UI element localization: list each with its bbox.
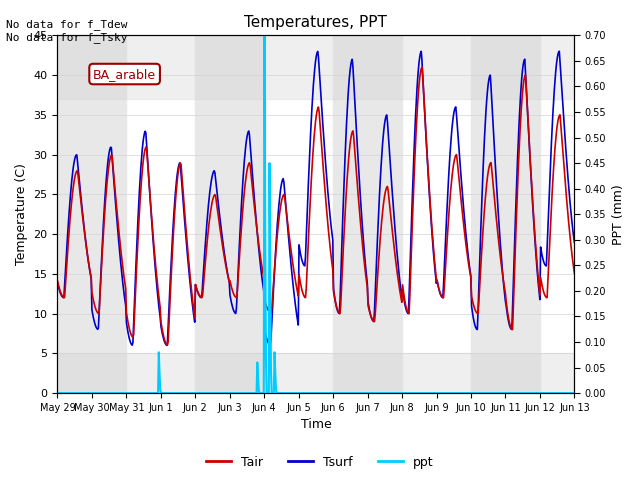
Title: Temperatures, PPT: Temperatures, PPT [244, 15, 387, 30]
Bar [195, 36, 264, 393]
Bar [58, 353, 575, 393]
Bar [58, 36, 126, 393]
Bar [471, 36, 540, 393]
X-axis label: Time: Time [301, 419, 332, 432]
Bar [58, 36, 575, 99]
Text: No data for f_Tdew
No data for f_Tsky: No data for f_Tdew No data for f_Tsky [6, 19, 128, 43]
Legend: Tair, Tsurf, ppt: Tair, Tsurf, ppt [202, 451, 438, 474]
Y-axis label: Temperature (C): Temperature (C) [15, 163, 28, 265]
Y-axis label: PPT (mm): PPT (mm) [612, 184, 625, 245]
Bar [333, 36, 402, 393]
Text: BA_arable: BA_arable [93, 68, 156, 81]
